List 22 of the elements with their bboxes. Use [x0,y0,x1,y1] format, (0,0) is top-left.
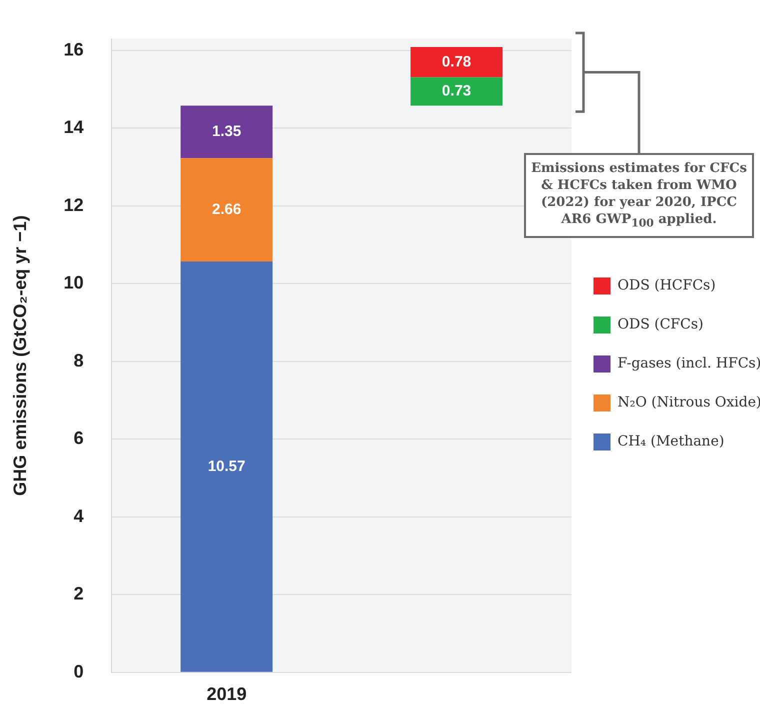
y-tick-label: 8 [74,350,84,370]
x-tick-label: 2019 [206,684,247,704]
data-label: 1.35 [212,123,242,140]
y-tick-label: 4 [74,506,84,526]
legend-label: ODS (HCFCs) [618,278,716,294]
y-axis-title: GHG emissions (GtCO₂-eq yr −1) [10,215,30,496]
data-label: 10.57 [208,458,246,475]
legend-label: CH₄ (Methane) [618,434,724,450]
legend-label: F-gases (incl. HFCs) [618,356,760,372]
y-tick-label: 14 [64,117,84,138]
y-tick-label: 2 [74,584,84,604]
annotation: Emissions estimates for CFCs & HCFCs taken from WMO (2022) for year 2020, IPCC AR6 GWP$_{100}$ applied. [524,153,754,238]
y-tick-label: 12 [64,194,84,215]
legend-label: N₂O (Nitrous Oxide) [618,394,760,411]
y-tick-label: 0 [74,661,84,682]
data-label: 0.78 [442,53,472,70]
y-tick-label: 6 [74,428,84,448]
data-label: 2.66 [212,200,242,218]
legend-label: ODS (CFCs) [618,316,704,333]
data-label: 0.73 [442,82,472,100]
y-tick-label: 16 [64,39,84,60]
y-tick-label: 10 [64,272,84,293]
